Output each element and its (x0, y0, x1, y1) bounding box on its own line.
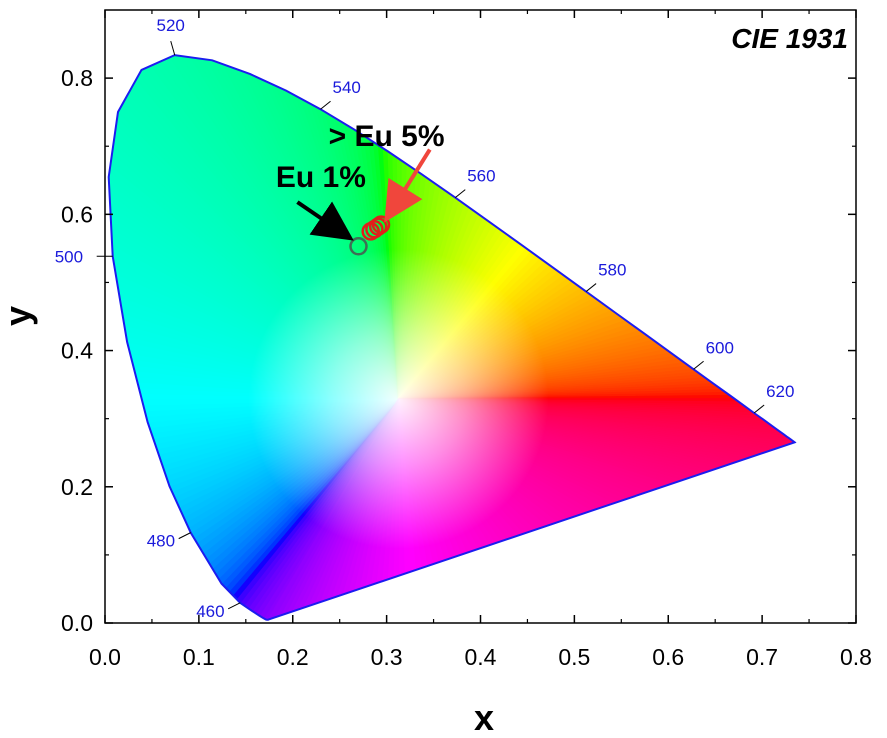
y-tick-label: 0.8 (61, 65, 93, 91)
x-tick-label: 0.1 (183, 644, 215, 670)
annotation-eu-1: Eu 1% (276, 161, 366, 194)
chart-badge: CIE 1931 (731, 23, 848, 54)
wavelength-label-520: 520 (157, 16, 185, 35)
x-tick-label: 0.4 (465, 644, 497, 670)
gamut-fill (108, 55, 795, 620)
x-axis-title: x (474, 697, 494, 738)
wavelength-leader (753, 404, 765, 414)
spectral-locus-outline (107, 54, 797, 621)
x-tick-label: 0.6 (652, 644, 684, 670)
wavelength-leader (454, 189, 466, 199)
x-tick-label: 0.0 (89, 644, 121, 670)
x-tick-label: 0.8 (840, 644, 872, 670)
arrow-eu-5 (384, 148, 432, 223)
axis-ticks: 0.0 0.1 0.2 0.3 0.4 0.5 0.6 0.7 0.8 0.0 0.2 0.4 0.6 0… (61, 10, 872, 670)
x-tick-label: 0.3 (371, 644, 403, 670)
x-tick-label: 0.7 (746, 644, 778, 670)
data-points (349, 215, 391, 256)
wavelength-leader (320, 100, 331, 110)
white-point-glow (108, 55, 795, 620)
wavelength-label-620: 620 (766, 382, 794, 401)
arrow-eu-1 (296, 200, 354, 241)
x-tick-label: 0.2 (277, 644, 309, 670)
wavelength-label-480: 480 (147, 532, 175, 551)
annotations: Eu 1% > Eu 5% (276, 120, 445, 241)
y-tick-label: 0.2 (61, 474, 93, 500)
wavelength-leader (585, 283, 597, 292)
point-eu-5 (368, 217, 388, 236)
wavelength-label-540: 540 (333, 78, 361, 97)
wavelength-labels: 460 480 500 520 540 560 580 600 620 (55, 16, 795, 621)
annotation-eu-5: > Eu 5% (329, 120, 445, 153)
wavelength-label-500: 500 (55, 247, 83, 266)
point-eu-1 (349, 237, 368, 256)
wavelength-label-580: 580 (598, 261, 626, 280)
wavelength-leader (178, 532, 191, 540)
wavelength-label-560: 560 (467, 167, 495, 186)
y-axis-title: y (0, 306, 38, 326)
y-tick-label: 0.4 (61, 338, 93, 364)
y-tick-label: 0.0 (61, 610, 93, 636)
wavelength-leader (227, 602, 241, 610)
wavelength-leader (170, 40, 176, 56)
wavelength-label-460: 460 (196, 602, 224, 621)
point-eu-5 (371, 215, 391, 234)
wavelength-leader (693, 360, 704, 370)
x-tick-label: 0.5 (558, 644, 590, 670)
wavelength-label-600: 600 (706, 338, 734, 357)
y-tick-label: 0.6 (61, 201, 93, 227)
